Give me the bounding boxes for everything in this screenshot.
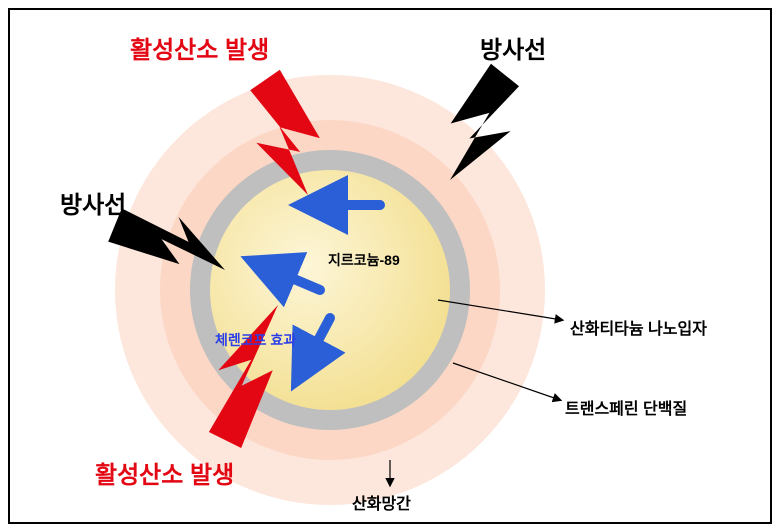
label-transferrin: 트랜스페린 단백질 <box>565 395 687 419</box>
label-radiation-top: 방사선 <box>480 30 546 65</box>
ring-inner <box>210 170 450 410</box>
label-tio2: 산화티타늄 나노입자 <box>570 315 707 339</box>
label-zr89: 지르코늄-89 <box>328 250 400 270</box>
label-cherenkov: 체렌코프 효과 <box>215 330 296 350</box>
label-ros-top: 활성산소 발생 <box>130 30 269 65</box>
label-ros-bottom: 활성산소 발생 <box>95 455 234 490</box>
label-mno: 산화망간 <box>352 490 411 514</box>
label-radiation-left: 방사선 <box>60 185 126 220</box>
